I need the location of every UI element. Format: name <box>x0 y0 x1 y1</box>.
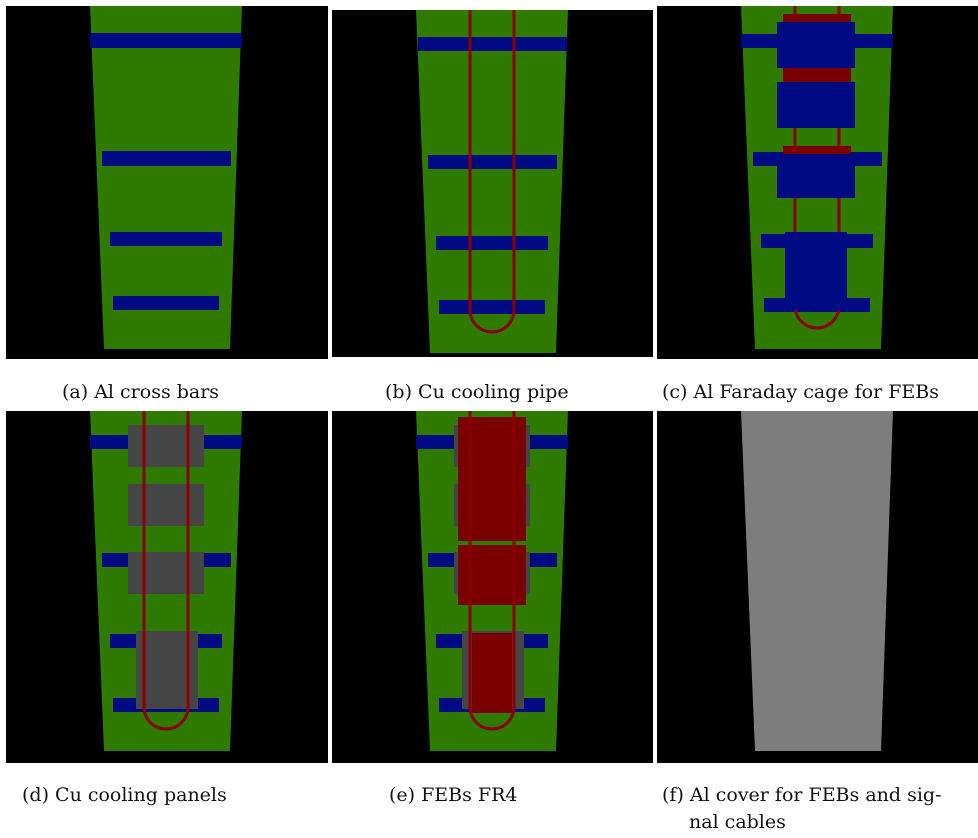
al-cover <box>741 411 893 751</box>
cu-pipe <box>468 10 516 334</box>
cross-bar <box>428 155 557 169</box>
panel-e-febs-fr4 <box>332 411 653 763</box>
panel-b-cu-cooling-pipe <box>332 10 653 357</box>
feb-fr4-board <box>458 545 526 605</box>
caption-a: (a) Al cross bars <box>62 381 220 403</box>
cooling-panel <box>128 552 204 594</box>
cu-pipe <box>142 411 190 731</box>
caption-c: (c) Al Faraday cage for FEBs <box>662 381 940 403</box>
feb-strip <box>783 146 851 156</box>
cross-bar <box>439 300 545 314</box>
caption-b: (b) Cu cooling pipe <box>385 381 569 403</box>
feb-strip <box>783 66 851 82</box>
panel-b-render <box>416 10 568 353</box>
cross-bar <box>90 33 242 48</box>
trapezoid-plate <box>416 10 568 353</box>
cooling-panel <box>128 425 204 467</box>
faraday-cage <box>777 22 855 68</box>
panel-c-render <box>741 6 893 349</box>
faraday-cage <box>777 154 855 198</box>
panel-a-al-cross-bars <box>6 6 328 359</box>
cross-bar <box>418 37 567 51</box>
feb-fr4-board <box>458 417 526 541</box>
cu-pipe <box>793 6 841 330</box>
feb-fr4-board <box>472 633 512 713</box>
caption-f-line1: (f) Al cover for FEBs and sig- <box>662 784 942 806</box>
panel-a-render <box>90 6 242 349</box>
caption-f-line2: nal cables <box>689 811 786 833</box>
panel-d-render <box>90 411 242 751</box>
cross-bar <box>113 296 219 310</box>
panel-f-render <box>741 411 893 751</box>
cross-bar <box>110 232 222 246</box>
cooling-panel <box>128 484 204 526</box>
cross-bar <box>436 236 548 250</box>
feb-strip <box>783 14 851 24</box>
caption-e: (e) FEBs FR4 <box>389 784 518 806</box>
faraday-cage <box>785 232 847 310</box>
panel-f-al-cover <box>657 411 978 763</box>
trapezoid-plate <box>90 6 242 349</box>
panel-d-cu-cooling-panels <box>6 411 328 763</box>
panel-c-al-faraday-cage <box>657 6 978 359</box>
panel-e-render <box>416 411 568 751</box>
faraday-cage <box>777 82 855 128</box>
cu-pipe <box>468 411 516 731</box>
cross-bar <box>102 151 231 166</box>
caption-d: (d) Cu cooling panels <box>22 784 227 806</box>
